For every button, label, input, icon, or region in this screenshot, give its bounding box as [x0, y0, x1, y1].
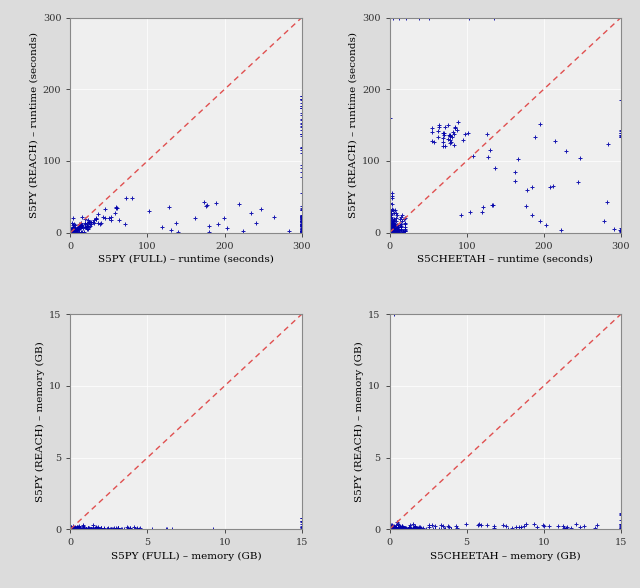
- Y-axis label: S5PY (REACH) – memory (GB): S5PY (REACH) – memory (GB): [36, 342, 45, 502]
- X-axis label: S5PY (FULL) – memory (GB): S5PY (FULL) – memory (GB): [111, 552, 261, 560]
- X-axis label: S5CHEETAH – memory (GB): S5CHEETAH – memory (GB): [430, 552, 580, 560]
- Y-axis label: S5PY (REACH) – runtime (seconds): S5PY (REACH) – runtime (seconds): [29, 32, 38, 218]
- Y-axis label: S5PY (REACH) – runtime (seconds): S5PY (REACH) – runtime (seconds): [349, 32, 358, 218]
- X-axis label: S5CHEETAH – runtime (seconds): S5CHEETAH – runtime (seconds): [417, 255, 593, 264]
- X-axis label: S5PY (FULL) – runtime (seconds): S5PY (FULL) – runtime (seconds): [98, 255, 274, 264]
- Y-axis label: S5PY (REACH) – memory (GB): S5PY (REACH) – memory (GB): [355, 342, 364, 502]
